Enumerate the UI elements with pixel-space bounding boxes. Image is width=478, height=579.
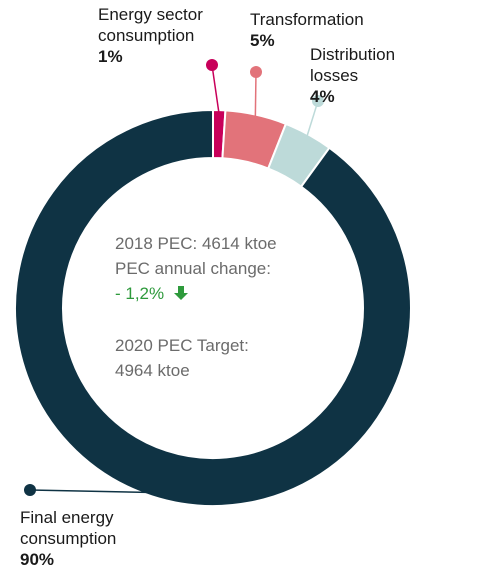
leader-dot — [24, 484, 36, 496]
leader-line — [254, 71, 257, 119]
segment-label: Final energy consumption 90% — [20, 507, 150, 570]
annotation: 2018 PEC: 4614 ktoe — [115, 234, 277, 253]
center-info: 2018 PEC: 4614 ktoe PEC annual change: -… — [115, 231, 290, 383]
segment-label: Energy sector consumption 1% — [98, 4, 228, 67]
leader-dot — [250, 66, 262, 78]
category-label: Transformation — [250, 10, 364, 29]
leader-line — [29, 489, 154, 494]
segment-label: Transformation 5% — [250, 9, 380, 51]
donut-segment — [14, 108, 412, 507]
leader-line — [305, 100, 319, 139]
annotation: PEC annual change: — [115, 259, 271, 278]
change-row: - 1,2% — [115, 281, 290, 306]
category-label: Final energy consumption — [20, 508, 117, 548]
leader-dot — [206, 59, 218, 71]
annotation: 2020 PEC Target: 4964 ktoe — [115, 336, 249, 380]
category-label: Energy sector consumption — [98, 5, 203, 45]
value-label: 90% — [20, 550, 55, 569]
segment-label: Distribution losses 4% — [310, 44, 440, 107]
value-label: 5% — [250, 31, 275, 50]
leader-line — [211, 64, 220, 115]
leader-dot — [312, 95, 324, 107]
down-arrow-icon — [173, 286, 188, 300]
annotation: - 1,2% — [115, 284, 165, 303]
category-label: Distribution losses — [310, 45, 396, 85]
value-label: 4% — [310, 87, 335, 106]
value-label: 1% — [98, 47, 123, 66]
